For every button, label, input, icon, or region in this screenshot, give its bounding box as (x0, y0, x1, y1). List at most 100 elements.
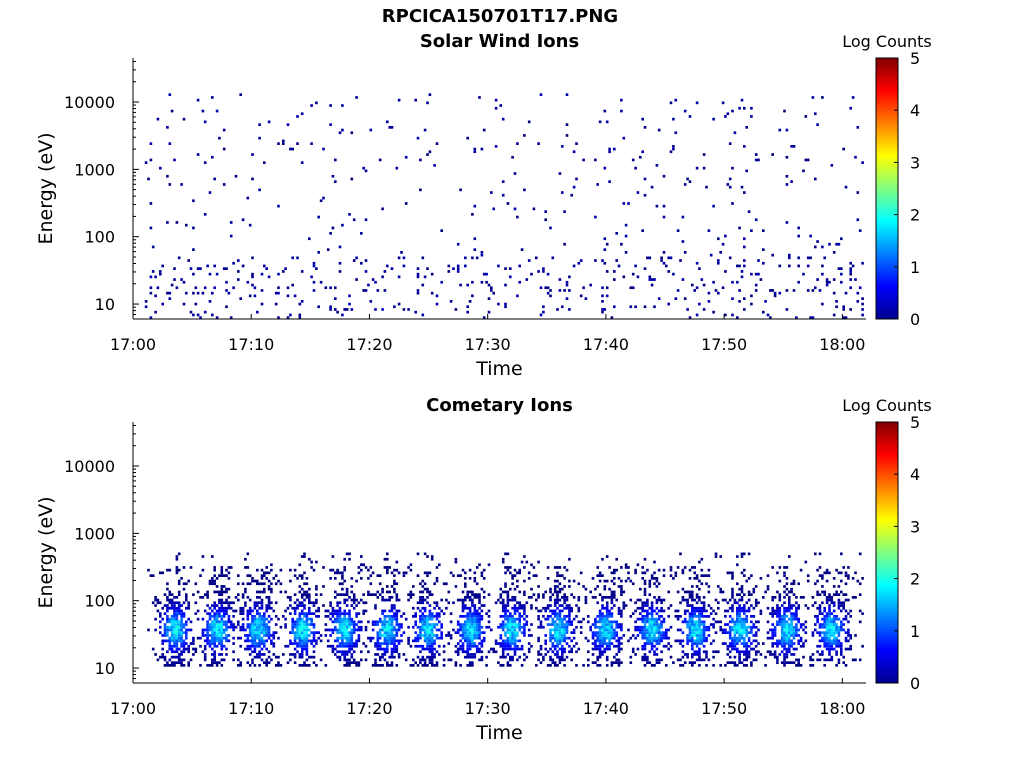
heatmap-cell (561, 650, 564, 654)
heatmap-cell (608, 587, 611, 591)
heatmap-cell (241, 264, 245, 268)
heatmap-cell (225, 305, 228, 309)
heatmap-cell (218, 598, 221, 602)
heatmap-cell (213, 606, 216, 610)
heatmap-cell (362, 601, 365, 605)
x-tick-label: 17:30 (465, 335, 511, 354)
heatmap-cell (272, 653, 276, 656)
heatmap-cell (350, 661, 354, 664)
heatmap-cell (348, 294, 351, 298)
heatmap-cell (478, 596, 481, 599)
heatmap-cell (788, 628, 791, 632)
heatmap-cell (821, 625, 824, 629)
heatmap-cell (438, 628, 441, 632)
heatmap-cell (539, 286, 543, 290)
heatmap-cell (246, 634, 250, 637)
heatmap-cell (315, 267, 318, 270)
heatmap-cell (835, 593, 838, 596)
heatmap-cell (248, 612, 252, 615)
heatmap-cell (643, 623, 647, 626)
heatmap-cell (719, 625, 722, 629)
heatmap-cell (386, 628, 389, 632)
heatmap-cell (676, 289, 680, 292)
heatmap-cell (728, 185, 732, 189)
heatmap-cell (608, 150, 611, 154)
heatmap-cell (166, 221, 169, 224)
heatmap-cell (345, 636, 349, 640)
heatmap-cell (215, 109, 219, 113)
heatmap-cell (743, 644, 746, 648)
heatmap-cell (428, 571, 432, 575)
heatmap-cell (166, 661, 169, 664)
heatmap-cell (393, 655, 396, 659)
heatmap-cell (773, 609, 777, 613)
heatmap-cell (237, 598, 240, 602)
heatmap-cell (643, 644, 647, 648)
heatmap-cell (220, 628, 224, 632)
heatmap-cell (681, 631, 685, 634)
heatmap-cell (695, 625, 699, 629)
heatmap-cell (523, 566, 526, 569)
heatmap-cell (331, 612, 335, 615)
heatmap-cell (603, 587, 607, 591)
heatmap-cell (319, 593, 323, 596)
heatmap-cell (530, 604, 533, 607)
heatmap-cell (771, 596, 774, 599)
heatmap-cell (790, 644, 793, 648)
heatmap-cell (700, 634, 704, 637)
heatmap-cell (374, 280, 377, 284)
heatmap-cell (747, 609, 751, 613)
heatmap-cell (525, 278, 529, 281)
heatmap-cell (329, 628, 332, 632)
heatmap-cell (542, 310, 545, 314)
heatmap-cell (582, 664, 585, 667)
heatmap-cell (511, 658, 514, 662)
heatmap-cell (201, 596, 205, 599)
heatmap-cell (773, 642, 777, 645)
heatmap-cell (263, 661, 266, 664)
heatmap-cell (563, 631, 566, 634)
heatmap-cell (341, 313, 344, 317)
heatmap-cell (802, 642, 805, 645)
heatmap-cell (762, 248, 765, 251)
heatmap-cell (691, 628, 694, 632)
heatmap-cell (248, 634, 252, 637)
heatmap-cell (296, 634, 299, 637)
heatmap-cell (421, 617, 425, 621)
heatmap-cell (575, 664, 578, 667)
heatmap-cell (698, 560, 701, 564)
heatmap-cell (825, 579, 829, 583)
heatmap-cell (393, 639, 396, 643)
heatmap-cell (688, 577, 692, 580)
heatmap-cell (430, 615, 434, 618)
heatmap-cell (840, 272, 843, 276)
heatmap-cell (180, 631, 183, 634)
heatmap-cell (421, 658, 425, 662)
heatmap-cell (558, 617, 562, 621)
heatmap-cell (300, 270, 304, 273)
heatmap-cell (246, 552, 250, 556)
heatmap-cell (679, 639, 682, 643)
heatmap-cell (648, 628, 652, 632)
heatmap-cell (312, 612, 316, 615)
heatmap-cell (338, 625, 342, 629)
heatmap-cell (263, 644, 266, 648)
heatmap-cell (662, 609, 666, 613)
heatmap-cell (319, 634, 323, 637)
heatmap-cell (608, 623, 611, 626)
heatmap-cell (338, 593, 342, 596)
heatmap-cell (691, 593, 694, 596)
heatmap-cell (201, 631, 205, 634)
heatmap-cell (750, 302, 753, 306)
heatmap-cell (435, 634, 439, 637)
heatmap-cell (192, 226, 195, 230)
heatmap-cell (298, 628, 302, 632)
heatmap-cell (662, 261, 666, 265)
heatmap-cell (414, 620, 417, 624)
heatmap-cell (182, 302, 186, 306)
heatmap-cell (539, 647, 543, 651)
heatmap-cell (426, 664, 429, 667)
heatmap-cell (336, 620, 339, 624)
heatmap-cell (397, 625, 401, 629)
heatmap-cell (426, 596, 429, 599)
